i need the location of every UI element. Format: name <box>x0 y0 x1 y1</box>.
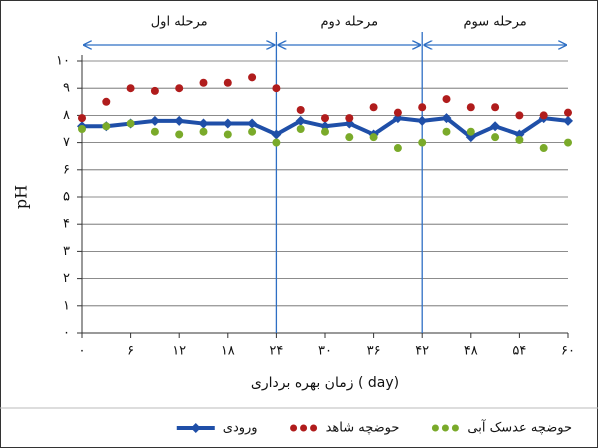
point <box>441 113 452 124</box>
point <box>417 115 428 126</box>
point <box>442 95 451 104</box>
y-tick-label: ۱ <box>63 298 70 313</box>
x-tick-label: ۴۸ <box>464 344 478 359</box>
point <box>393 144 402 153</box>
point <box>198 118 209 129</box>
x-tick-label: ۶ <box>127 344 134 359</box>
legend-label: حوضچه شاهد <box>326 421 400 436</box>
point <box>296 125 305 133</box>
point <box>175 84 184 93</box>
y-axis-label: pH <box>12 185 31 209</box>
y-tick-label: ۲ <box>63 271 70 286</box>
point <box>296 105 305 114</box>
point <box>223 130 232 139</box>
y-tick-label: ۰ <box>63 326 70 341</box>
point <box>199 78 208 87</box>
point <box>369 133 378 142</box>
point <box>102 97 111 106</box>
point <box>321 114 329 123</box>
point <box>247 118 258 129</box>
point <box>563 115 573 126</box>
point <box>345 133 354 142</box>
legend-swatch <box>190 423 201 433</box>
y-tick-label: ۵ <box>63 190 70 205</box>
legend-label: حوضچه عدسک آبی <box>467 419 572 436</box>
point <box>271 129 282 140</box>
point <box>223 78 232 87</box>
point <box>126 84 135 93</box>
legend-swatch <box>451 424 459 432</box>
phase-label: مرحله اول <box>151 15 208 30</box>
point <box>466 127 475 136</box>
point <box>150 127 159 136</box>
point <box>539 144 548 153</box>
x-tick-label: ۳۰ <box>318 344 332 359</box>
y-tick-label: ۷ <box>63 135 70 150</box>
point <box>175 130 184 139</box>
x-axis-label: زمان بهره برداری ( day) <box>251 375 399 391</box>
legend-swatch <box>290 424 298 432</box>
point <box>539 111 548 120</box>
y-tick-label: ۴ <box>63 217 70 232</box>
x-tick-label: ۵۴ <box>512 344 526 359</box>
x-tick-label: ۲۴ <box>269 344 283 359</box>
point <box>126 119 135 128</box>
point <box>369 103 378 112</box>
point <box>199 127 208 136</box>
point <box>295 115 306 126</box>
point <box>222 118 233 129</box>
point <box>490 121 501 132</box>
x-tick-label: ۱۸ <box>221 344 235 359</box>
phase-label: مرحله سوم <box>463 15 526 30</box>
point <box>466 103 475 112</box>
point <box>248 127 257 136</box>
point <box>272 138 281 147</box>
y-tick-label: ۶ <box>63 162 70 177</box>
point <box>515 135 524 144</box>
point <box>78 114 86 123</box>
point <box>272 84 281 93</box>
legend-swatch <box>310 424 318 432</box>
point <box>150 86 159 95</box>
point <box>515 111 524 120</box>
point <box>442 127 451 136</box>
point <box>564 108 572 117</box>
y-tick-label: ۹ <box>63 81 70 96</box>
point <box>345 114 354 123</box>
legend-swatch <box>431 424 439 432</box>
point <box>78 125 86 133</box>
phase-label: مرحله دوم <box>320 15 378 30</box>
point <box>418 103 427 112</box>
x-tick-label: ۶۰ <box>561 344 575 359</box>
point <box>418 138 427 147</box>
legend-swatch <box>300 424 308 432</box>
y-tick-label: ۱۰ <box>56 54 70 69</box>
point <box>174 115 185 126</box>
point <box>102 122 111 131</box>
point <box>149 115 160 126</box>
x-tick-label: ۳۶ <box>367 344 381 359</box>
legend-swatch <box>441 424 449 432</box>
x-tick-label: ۱۲ <box>172 344 186 359</box>
point <box>491 103 500 112</box>
x-tick-label: ۰ <box>79 344 86 359</box>
point <box>491 133 500 142</box>
point <box>393 108 402 117</box>
point <box>321 127 329 136</box>
y-tick-label: ۳ <box>63 244 70 259</box>
point <box>564 138 572 147</box>
legend-label: ورودی <box>223 421 258 436</box>
x-tick-label: ۴۲ <box>415 344 429 359</box>
point <box>248 73 257 82</box>
y-tick-label: ۸ <box>63 108 70 123</box>
